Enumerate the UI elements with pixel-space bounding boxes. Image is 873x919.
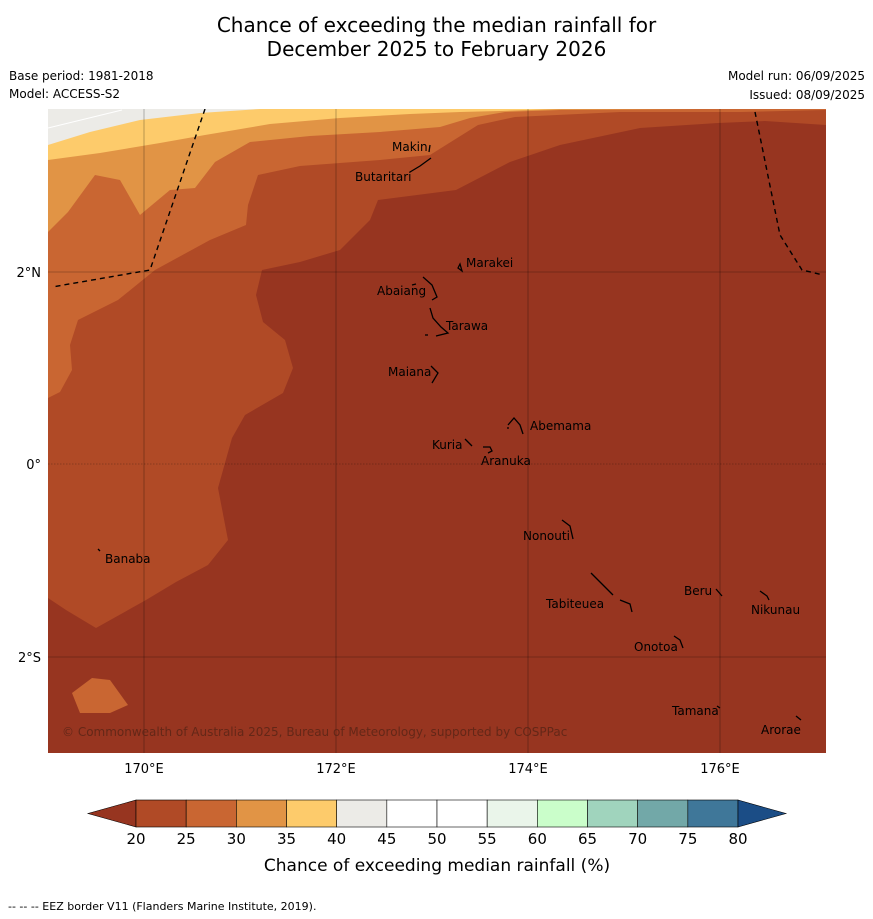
colorbar-tick-65: 65 <box>578 830 597 848</box>
colorbar-under-arrow <box>86 799 137 828</box>
graticule <box>48 109 826 753</box>
colorbar-segment-25 <box>185 799 237 828</box>
colorbar-segment-55 <box>486 799 538 828</box>
island-labels: Makin Butaritari Marakei Abaiang Tarawa … <box>105 140 801 737</box>
title-line-2: December 2025 to February 2026 <box>266 37 607 61</box>
lon-labels: 170°E 172°E 174°E 176°E <box>124 762 740 777</box>
lat-label-2n: 2°N <box>17 266 42 281</box>
island-shapes <box>97 144 802 721</box>
colorbar-segment-65 <box>587 799 638 828</box>
label-maiana: Maiana <box>388 365 431 379</box>
lat-label-0: 0° <box>26 458 41 473</box>
colorbar-segment-20 <box>135 799 187 828</box>
colorbar-segment-30 <box>236 799 287 828</box>
label-onotoa: Onotoa <box>634 640 678 654</box>
lat-label-2s: 2°S <box>18 651 41 666</box>
colorbar-segment-60 <box>537 799 588 828</box>
label-tarawa: Tarawa <box>445 319 488 333</box>
colorbar-segment-40 <box>336 799 388 828</box>
label-nonouti: Nonouti <box>523 529 570 543</box>
colorbar-segment-45 <box>386 799 438 828</box>
label-aranuka: Aranuka <box>481 454 531 468</box>
label-abemama: Abemama <box>530 419 591 433</box>
lon-label-170e: 170°E <box>124 762 164 777</box>
colorbar-tick-50: 50 <box>427 830 446 848</box>
colorbar-label: Chance of exceeding median rainfall (%) <box>264 856 610 876</box>
title-line-1: Chance of exceeding the median rainfall … <box>216 13 657 37</box>
issued-date: Issued: 08/09/2025 <box>749 88 865 102</box>
zone-25 <box>48 109 826 628</box>
colorbar-tick-60: 60 <box>528 830 547 848</box>
label-makin: Makin <box>392 140 428 154</box>
colorbar-tick-30: 30 <box>227 830 246 848</box>
colorbar-tick-75: 75 <box>678 830 697 848</box>
lon-label-172e: 172°E <box>316 762 356 777</box>
copyright-notice: © Commonwealth of Australia 2025, Bureau… <box>62 725 567 739</box>
lon-label-176e: 176°E <box>700 762 740 777</box>
eez-footnote: -- -- -- EEZ border V11 (Flanders Marine… <box>8 900 317 913</box>
label-tabiteuea: Tabiteuea <box>545 597 604 611</box>
white-streak <box>48 109 123 129</box>
colorbar-tick-40: 40 <box>327 830 346 848</box>
label-tamana: Tamana <box>671 704 719 718</box>
lat-labels: 2°N 0° 2°S <box>17 266 42 666</box>
base-period: Base period: 1981-2018 <box>9 69 154 83</box>
label-arorae: Arorae <box>761 723 801 737</box>
label-abaiang: Abaiang <box>377 284 426 298</box>
zone-30 <box>48 109 826 398</box>
colorbar-segment-70 <box>637 799 689 828</box>
colorbar: 20 25 30 35 40 45 50 55 60 65 70 75 80 <box>86 799 788 848</box>
colorbar-tick-45: 45 <box>377 830 396 848</box>
eez-border <box>51 109 824 288</box>
zone-40 <box>48 109 560 160</box>
label-banaba: Banaba <box>105 552 151 566</box>
colorbar-segment-75 <box>687 799 739 828</box>
colorbar-tick-55: 55 <box>478 830 497 848</box>
label-nikunau: Nikunau <box>751 603 800 617</box>
colorbar-over-arrow <box>737 799 788 828</box>
label-kuria: Kuria <box>432 438 463 452</box>
colorbar-tick-70: 70 <box>628 830 647 848</box>
label-beru: Beru <box>684 584 712 598</box>
colorbar-tick-20: 20 <box>126 830 145 848</box>
model-name: Model: ACCESS-S2 <box>9 87 121 101</box>
colorbar-segment-35 <box>286 799 337 828</box>
zone-25-islet <box>72 678 128 713</box>
colorbar-segment-50 <box>436 799 488 828</box>
colorbar-tick-80: 80 <box>728 830 747 848</box>
zone-35 <box>48 109 700 232</box>
colorbar-tick-35: 35 <box>277 830 296 848</box>
label-butaritari: Butaritari <box>355 170 412 184</box>
lon-label-174e: 174°E <box>508 762 548 777</box>
colorbar-tick-25: 25 <box>177 830 196 848</box>
zone-45 <box>48 109 260 145</box>
rainfall-map <box>48 109 826 753</box>
model-run: Model run: 06/09/2025 <box>727 69 865 83</box>
label-marakei: Marakei <box>466 256 513 270</box>
